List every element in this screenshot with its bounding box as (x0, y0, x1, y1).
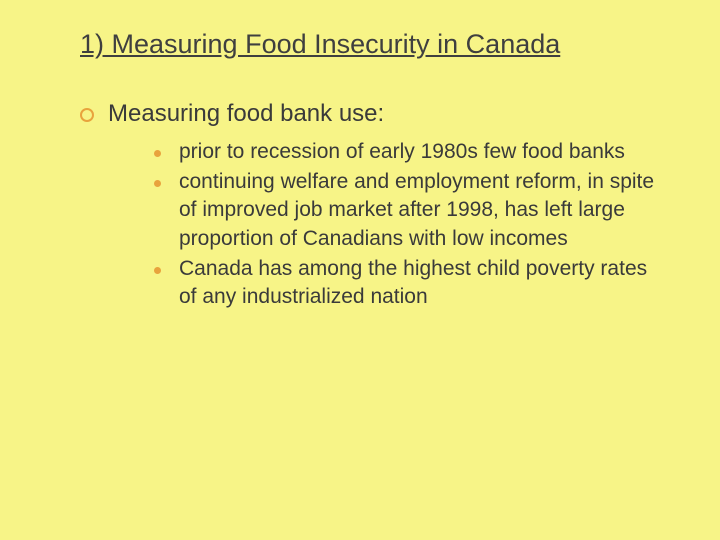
dot-bullet-icon (154, 150, 161, 157)
bullet-level2-list: prior to recession of early 1980s few fo… (154, 138, 660, 312)
dot-bullet-icon (154, 267, 161, 274)
level2-text: continuing welfare and employment reform… (179, 168, 660, 253)
level2-text: prior to recession of early 1980s few fo… (179, 138, 625, 166)
level2-text: Canada has among the highest child pover… (179, 255, 660, 312)
dot-bullet-icon (154, 180, 161, 187)
list-item: continuing welfare and employment reform… (154, 168, 660, 253)
slide-container: 1) Measuring Food Insecurity in Canada M… (0, 0, 720, 540)
list-item: Canada has among the highest child pover… (154, 255, 660, 312)
slide-title: 1) Measuring Food Insecurity in Canada (80, 28, 660, 62)
circle-bullet-icon (80, 108, 94, 122)
level1-text: Measuring food bank use: (108, 100, 384, 128)
list-item: prior to recession of early 1980s few fo… (154, 138, 660, 166)
bullet-level1: Measuring food bank use: (80, 100, 660, 128)
